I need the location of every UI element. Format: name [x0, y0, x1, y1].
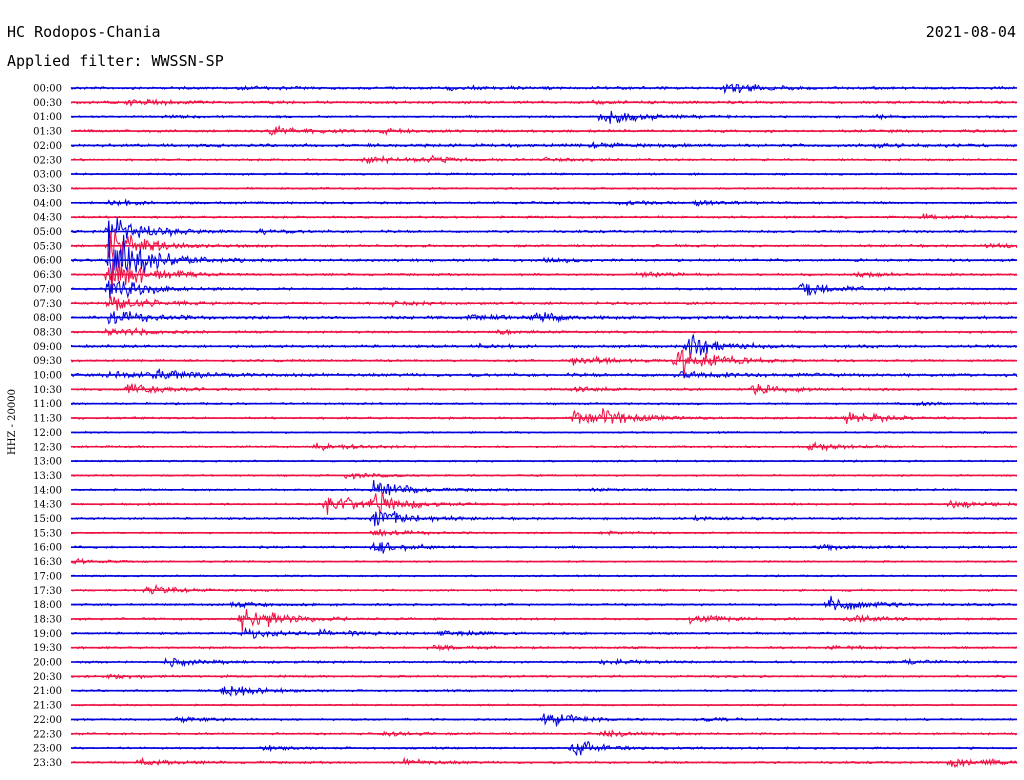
- time-tick-label: 03:30: [33, 184, 62, 195]
- trace-line: [70, 217, 1017, 239]
- time-tick-label: 07:30: [33, 299, 62, 310]
- time-tick-label: 19:00: [33, 629, 62, 640]
- time-tick-label: 14:30: [33, 500, 62, 511]
- time-tick-label: 03:00: [33, 170, 62, 181]
- time-tick-label: 04:30: [33, 213, 62, 224]
- time-tick-label: 14:00: [33, 485, 62, 496]
- time-tick-label: 01:30: [33, 127, 62, 138]
- time-tick-label: 22:30: [33, 729, 62, 740]
- time-tick-label: 09:00: [33, 342, 62, 353]
- trace-line: [70, 230, 1018, 260]
- trace-line: [70, 595, 1018, 611]
- time-tick-label: 21:30: [33, 701, 62, 712]
- time-tick-label: 00:30: [33, 98, 62, 109]
- time-tick-label: 21:00: [33, 686, 62, 697]
- time-tick-label: 02:00: [33, 141, 62, 152]
- time-tick-label: 23:30: [33, 758, 62, 769]
- time-tick-label: 09:30: [33, 356, 62, 367]
- trace-line: [70, 608, 1018, 632]
- time-tick-label: 22:00: [33, 715, 62, 726]
- time-tick-label: 20:00: [33, 658, 62, 669]
- time-tick-label: 16:30: [33, 557, 62, 568]
- time-tick-label: 18:30: [33, 614, 62, 625]
- filter-subtitle: Applied filter: WWSSN-SP: [7, 52, 224, 70]
- time-tick-label: 05:00: [33, 227, 62, 238]
- time-tick-label: 12:30: [33, 442, 62, 453]
- time-tick-label: 15:00: [33, 514, 62, 525]
- time-tick-label: 13:30: [33, 471, 62, 482]
- time-tick-label: 11:30: [33, 414, 62, 425]
- time-tick-label: 06:30: [33, 270, 62, 281]
- time-tick-label: 01:00: [33, 112, 62, 123]
- trace-group: [70, 83, 1018, 769]
- time-tick-label: 04:00: [33, 198, 62, 209]
- time-tick-label: 02:30: [33, 155, 62, 166]
- time-tick-label: 13:00: [33, 457, 62, 468]
- station-title: HC Rodopos-Chania: [7, 23, 161, 41]
- time-tick-label: 23:00: [33, 744, 62, 755]
- time-tick-label: 20:30: [33, 672, 62, 683]
- time-tick-label: 11:00: [33, 399, 62, 410]
- time-tick-label: 05:30: [33, 241, 62, 252]
- trace-line: [70, 212, 1018, 221]
- time-tick-label: 06:00: [33, 256, 62, 267]
- time-tick-label: 19:30: [33, 643, 62, 654]
- time-tick-label: 07:00: [33, 284, 62, 295]
- tick-label-group: 00:00 00:30 01:00 01:30 02:00 02:30 03:00 03:30…: [33, 84, 62, 769]
- y-axis-title: HHZ - 20000: [7, 389, 18, 455]
- time-tick-label: 08:30: [33, 327, 62, 338]
- time-tick-label: 17:00: [33, 571, 62, 582]
- time-tick-label: 00:00: [33, 84, 62, 95]
- time-tick-label: 16:00: [33, 543, 62, 554]
- date-label: 2021-08-04: [926, 23, 1016, 41]
- time-tick-label: 17:30: [33, 586, 62, 597]
- time-tick-label: 15:30: [33, 528, 62, 539]
- trace-line: [71, 368, 1018, 380]
- time-tick-label: 18:00: [33, 600, 62, 611]
- trace-line: [70, 408, 1018, 425]
- time-tick-label: 10:00: [33, 371, 62, 382]
- time-tick-label: 10:30: [33, 385, 62, 396]
- time-tick-label: 08:00: [33, 313, 62, 324]
- trace-line: [71, 479, 1018, 497]
- time-tick-label: 12:00: [33, 428, 62, 439]
- trace-line: [70, 140, 1018, 150]
